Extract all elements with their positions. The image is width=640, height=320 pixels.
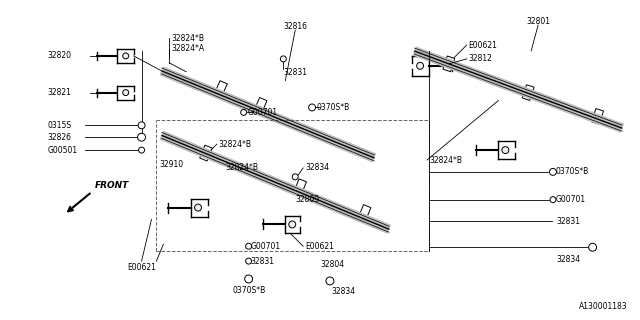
Text: 32809: 32809	[295, 195, 319, 204]
Bar	[522, 85, 534, 100]
Text: 32831: 32831	[284, 68, 307, 77]
Circle shape	[241, 109, 246, 116]
Text: 32910: 32910	[159, 160, 184, 170]
Circle shape	[138, 133, 145, 141]
Text: 32834: 32834	[556, 255, 580, 264]
Text: 32816: 32816	[284, 22, 307, 31]
Text: G00501: G00501	[47, 146, 77, 155]
Bar	[443, 56, 455, 72]
Text: 0370S*B: 0370S*B	[232, 286, 265, 295]
Bar	[358, 204, 371, 220]
Circle shape	[246, 258, 252, 264]
Circle shape	[292, 174, 298, 180]
Text: 32831: 32831	[251, 257, 275, 266]
Bar	[254, 98, 267, 113]
Text: 32801: 32801	[526, 17, 550, 26]
Text: 32834: 32834	[305, 164, 329, 172]
Bar	[294, 179, 307, 195]
Circle shape	[589, 243, 596, 251]
Text: E00621: E00621	[305, 242, 334, 251]
Circle shape	[308, 104, 316, 111]
Text: 32824*B: 32824*B	[226, 164, 259, 172]
Circle shape	[195, 204, 202, 211]
Text: 32831: 32831	[556, 217, 580, 226]
Circle shape	[417, 62, 424, 69]
Bar	[214, 81, 227, 97]
Text: G00701: G00701	[248, 108, 278, 117]
Text: FRONT: FRONT	[95, 181, 129, 190]
Circle shape	[246, 243, 252, 249]
Circle shape	[502, 147, 509, 154]
Circle shape	[244, 275, 253, 283]
Text: 32812: 32812	[468, 54, 493, 63]
Text: 32834: 32834	[332, 287, 356, 296]
Circle shape	[138, 122, 145, 129]
Bar	[200, 145, 212, 161]
Text: G00701: G00701	[251, 242, 281, 251]
Circle shape	[123, 53, 129, 59]
Text: E00621: E00621	[127, 263, 156, 272]
Circle shape	[123, 90, 129, 96]
Text: 32824*B: 32824*B	[219, 140, 252, 148]
Text: E00621: E00621	[468, 41, 497, 50]
Text: 32826: 32826	[47, 133, 72, 142]
Text: 32821: 32821	[47, 88, 71, 97]
Circle shape	[550, 168, 556, 175]
Circle shape	[550, 197, 556, 203]
Text: 32824*A: 32824*A	[172, 44, 204, 53]
Text: 0370S*B: 0370S*B	[316, 103, 349, 112]
Circle shape	[280, 56, 286, 62]
Circle shape	[139, 147, 145, 153]
Text: 32820: 32820	[47, 52, 72, 60]
Text: 32824*B: 32824*B	[172, 34, 204, 43]
Text: A130001183: A130001183	[579, 302, 627, 311]
Text: 32804: 32804	[320, 260, 344, 268]
Circle shape	[289, 221, 296, 228]
Text: G00701: G00701	[556, 195, 586, 204]
Text: 0315S: 0315S	[47, 121, 72, 130]
Text: 32824*B: 32824*B	[429, 156, 462, 164]
Circle shape	[326, 277, 334, 285]
Text: 0370S*B: 0370S*B	[556, 167, 589, 176]
Bar	[591, 108, 604, 124]
